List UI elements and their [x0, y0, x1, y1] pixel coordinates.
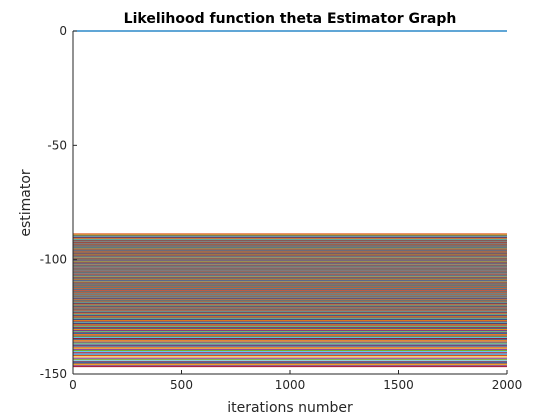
- y-tick-label: -50: [47, 138, 67, 152]
- axes: 0 500 1000 1500 2000 0 -50 -100 -150: [40, 24, 523, 392]
- y-tick-label: -100: [40, 253, 67, 267]
- x-tick-label: 500: [170, 378, 193, 392]
- plot-area: [73, 30, 507, 368]
- x-axis-label: iterations number: [227, 400, 353, 416]
- x-tick-label: 1500: [383, 378, 414, 392]
- y-tick-label: -150: [40, 367, 67, 381]
- y-axis-label: estimator: [18, 169, 34, 237]
- y-tick-label: 0: [59, 24, 67, 38]
- x-tick-label: 1000: [275, 378, 306, 392]
- x-tick-label: 2000: [492, 378, 523, 392]
- chart-title: Likelihood function theta Estimator Grap…: [124, 11, 457, 27]
- x-tick-label: 0: [69, 378, 77, 392]
